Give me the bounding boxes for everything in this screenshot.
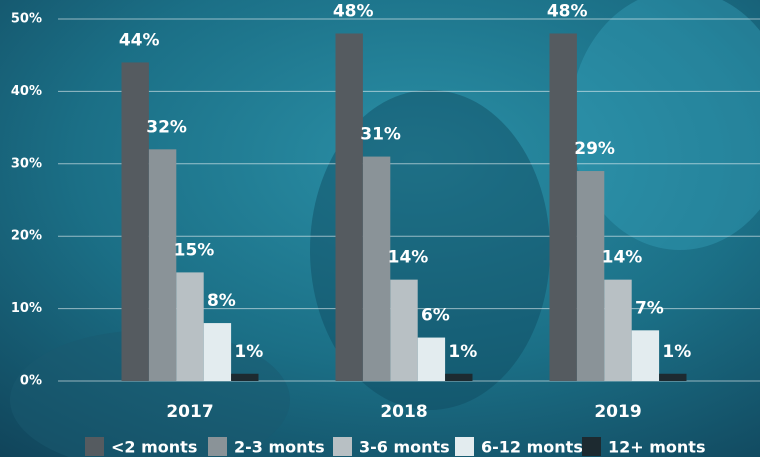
bar — [549, 33, 577, 381]
legend-swatch — [333, 437, 352, 456]
bar — [176, 272, 204, 381]
value-label: 15% — [174, 240, 215, 260]
y-tick-label: 0% — [20, 374, 42, 389]
value-label: 29% — [574, 139, 615, 159]
bar — [203, 323, 232, 381]
legend-swatch — [85, 437, 104, 456]
bar — [121, 62, 149, 381]
legend-swatch — [208, 437, 227, 456]
value-label: 31% — [360, 125, 401, 145]
y-tick-label: 50% — [11, 12, 42, 27]
bar — [362, 156, 391, 381]
y-tick-label: 40% — [11, 84, 42, 99]
legend-label: 6-12 monts — [481, 438, 583, 457]
legend-label: 12+ monts — [608, 438, 705, 457]
value-label: 48% — [333, 1, 374, 21]
value-label: 8% — [207, 291, 236, 311]
y-tick-label: 30% — [11, 156, 42, 171]
value-label: 44% — [119, 30, 160, 50]
legend-label: 2-3 monts — [234, 438, 325, 457]
legend-swatch — [582, 437, 601, 456]
bar — [604, 279, 632, 381]
value-label: 1% — [234, 342, 263, 362]
value-label: 1% — [448, 342, 477, 362]
bar — [390, 279, 418, 381]
legend-label: 3-6 monts — [359, 438, 450, 457]
legend-label: <2 monts — [111, 438, 197, 457]
value-label: 14% — [602, 248, 643, 268]
value-label: 1% — [662, 342, 691, 362]
bar — [335, 33, 363, 381]
bar — [231, 373, 259, 381]
bar — [417, 337, 446, 381]
bar — [445, 373, 473, 381]
y-tick-label: 20% — [11, 229, 42, 244]
bar — [631, 330, 660, 381]
bar — [659, 373, 687, 381]
bar — [148, 149, 177, 381]
legend-swatch — [455, 437, 474, 456]
value-label: 7% — [635, 298, 664, 318]
value-label: 48% — [547, 1, 588, 21]
x-tick-label: 2017 — [166, 402, 213, 422]
y-tick-label: 10% — [11, 301, 42, 316]
x-tick-label: 2019 — [594, 402, 641, 422]
value-label: 32% — [146, 117, 187, 137]
x-tick-label: 2018 — [380, 402, 427, 422]
value-label: 14% — [388, 248, 429, 268]
value-label: 6% — [421, 306, 450, 326]
bar — [576, 171, 605, 381]
background-shape — [570, 0, 760, 250]
